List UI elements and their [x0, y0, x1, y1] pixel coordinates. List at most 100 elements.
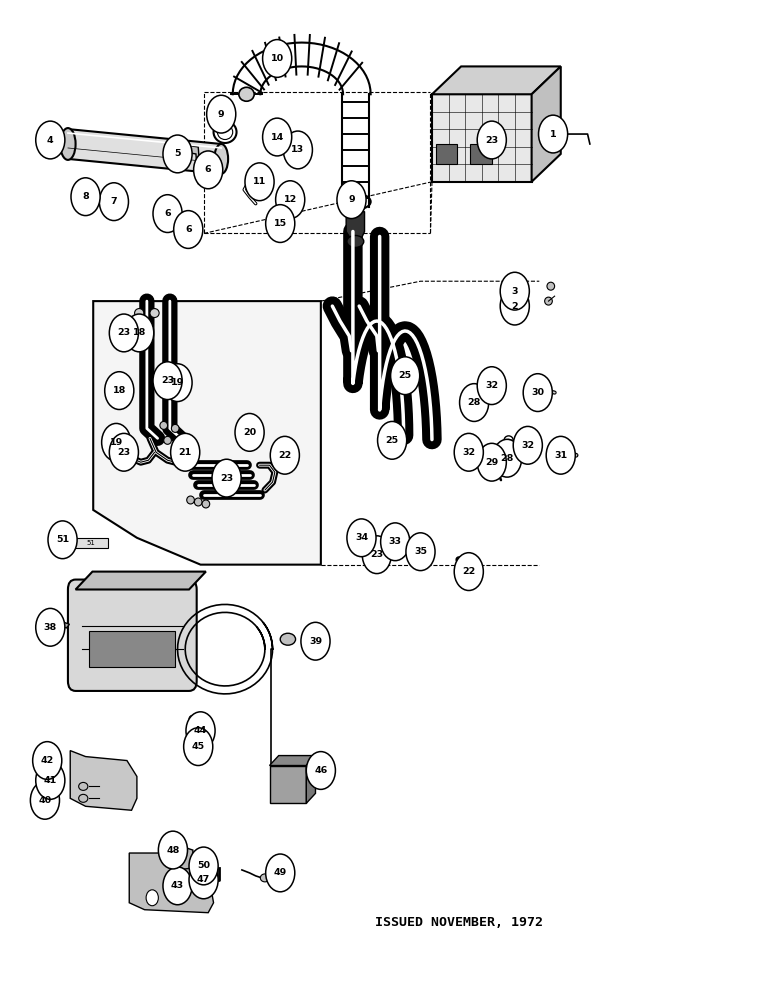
- Ellipse shape: [160, 421, 168, 429]
- Text: 28: 28: [468, 398, 481, 407]
- Polygon shape: [306, 756, 316, 803]
- Text: 23: 23: [117, 448, 130, 457]
- Circle shape: [362, 536, 391, 574]
- Text: 9: 9: [218, 110, 225, 119]
- Text: 28: 28: [500, 454, 514, 463]
- Text: 11: 11: [253, 177, 266, 186]
- Text: 23: 23: [161, 376, 174, 385]
- Text: 31: 31: [554, 451, 567, 460]
- Polygon shape: [346, 212, 364, 241]
- Circle shape: [546, 436, 575, 474]
- Circle shape: [36, 762, 65, 799]
- Text: 2: 2: [512, 302, 518, 311]
- Text: 25: 25: [385, 436, 398, 445]
- Polygon shape: [68, 129, 222, 174]
- Text: 48: 48: [166, 846, 180, 855]
- Bar: [472, 389, 480, 410]
- Circle shape: [262, 40, 292, 77]
- Circle shape: [539, 115, 567, 153]
- Circle shape: [110, 433, 138, 471]
- Circle shape: [477, 121, 506, 159]
- Circle shape: [477, 367, 506, 405]
- Polygon shape: [76, 572, 206, 589]
- Text: 14: 14: [270, 133, 284, 142]
- Circle shape: [418, 538, 424, 546]
- Ellipse shape: [79, 782, 88, 790]
- Text: 32: 32: [486, 381, 499, 390]
- Circle shape: [391, 357, 420, 395]
- Ellipse shape: [187, 496, 195, 504]
- Bar: [470, 144, 492, 164]
- FancyBboxPatch shape: [68, 580, 197, 691]
- Ellipse shape: [347, 235, 364, 247]
- Text: 23: 23: [220, 474, 233, 483]
- Ellipse shape: [239, 87, 254, 101]
- Text: 25: 25: [398, 371, 411, 380]
- Text: 4: 4: [47, 136, 53, 145]
- Text: 40: 40: [39, 796, 52, 805]
- Circle shape: [71, 178, 100, 216]
- Circle shape: [406, 533, 435, 571]
- Ellipse shape: [215, 144, 228, 174]
- Circle shape: [102, 423, 130, 461]
- Circle shape: [276, 181, 305, 219]
- Text: 50: 50: [197, 861, 210, 870]
- Text: 5: 5: [174, 149, 181, 158]
- Circle shape: [36, 121, 65, 159]
- Text: 49: 49: [273, 868, 287, 877]
- Circle shape: [500, 272, 530, 310]
- Circle shape: [153, 362, 182, 400]
- Text: 23: 23: [117, 328, 130, 337]
- Text: 41: 41: [44, 776, 57, 785]
- Circle shape: [207, 95, 235, 133]
- Circle shape: [124, 314, 154, 352]
- Polygon shape: [70, 751, 137, 810]
- Text: 9: 9: [348, 195, 355, 204]
- Text: 21: 21: [178, 448, 191, 457]
- Circle shape: [523, 374, 552, 411]
- Text: 23: 23: [486, 136, 499, 145]
- Text: 44: 44: [194, 726, 207, 735]
- Circle shape: [337, 181, 366, 219]
- Bar: [505, 443, 513, 465]
- Circle shape: [146, 890, 158, 906]
- Text: 8: 8: [82, 192, 89, 201]
- Ellipse shape: [280, 633, 296, 645]
- Ellipse shape: [174, 438, 181, 446]
- Ellipse shape: [533, 383, 543, 391]
- Circle shape: [381, 523, 410, 561]
- Ellipse shape: [60, 128, 76, 160]
- Text: 47: 47: [197, 875, 210, 884]
- Text: 19: 19: [110, 438, 123, 447]
- Circle shape: [30, 781, 59, 819]
- Text: 38: 38: [44, 623, 57, 632]
- Text: 19: 19: [171, 378, 185, 387]
- Polygon shape: [532, 66, 560, 182]
- Circle shape: [163, 867, 192, 905]
- Polygon shape: [45, 617, 69, 628]
- Circle shape: [163, 135, 192, 173]
- Ellipse shape: [195, 498, 202, 506]
- Circle shape: [283, 131, 313, 169]
- Circle shape: [189, 861, 218, 899]
- Polygon shape: [90, 631, 175, 667]
- Text: 33: 33: [388, 537, 401, 546]
- Text: 35: 35: [414, 547, 427, 556]
- Ellipse shape: [272, 127, 286, 141]
- Text: 6: 6: [205, 165, 212, 174]
- Circle shape: [171, 433, 200, 471]
- Polygon shape: [269, 756, 316, 766]
- Circle shape: [477, 443, 506, 481]
- Text: 18: 18: [113, 386, 126, 395]
- Ellipse shape: [545, 297, 552, 305]
- Text: ISSUED NOVEMBER, 1972: ISSUED NOVEMBER, 1972: [375, 916, 543, 929]
- Text: 1: 1: [550, 130, 557, 139]
- Text: 46: 46: [314, 766, 327, 775]
- Circle shape: [153, 195, 182, 232]
- Text: 45: 45: [191, 742, 205, 751]
- Circle shape: [48, 521, 77, 559]
- Ellipse shape: [164, 436, 171, 444]
- Circle shape: [347, 519, 376, 557]
- Text: 30: 30: [531, 388, 544, 397]
- Circle shape: [306, 752, 335, 789]
